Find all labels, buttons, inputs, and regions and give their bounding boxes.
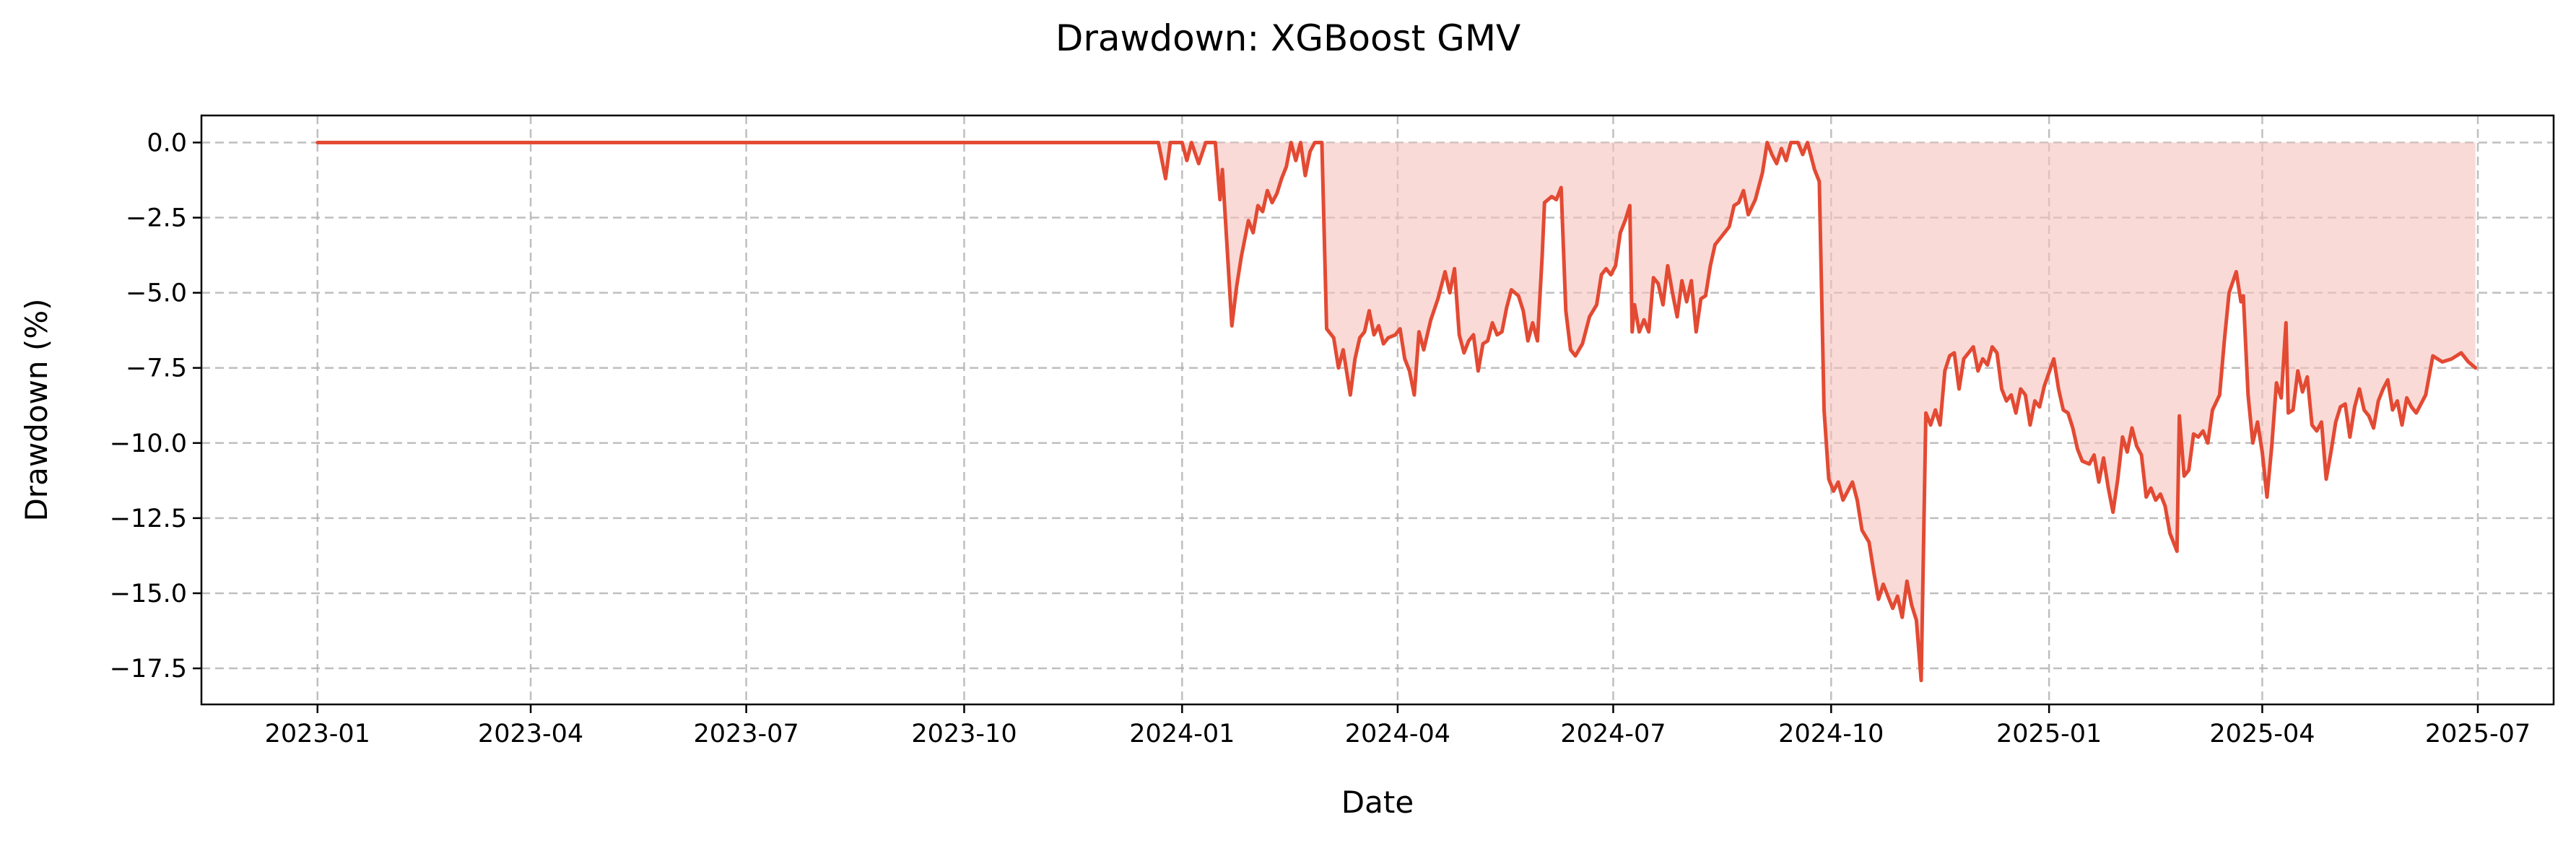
y-tick-label: −15.0 <box>110 580 187 608</box>
plot-frame <box>200 114 2555 706</box>
y-axis-label: Drawdown (%) <box>19 298 54 521</box>
x-tick-label: 2024-04 <box>1345 720 1450 748</box>
x-tick-label: 2025-01 <box>1996 720 2102 748</box>
y-tick-label: −7.5 <box>126 354 187 383</box>
x-tick-label: 2024-07 <box>1560 720 1666 748</box>
y-tick-label: 0.0 <box>147 128 187 157</box>
y-tick-label: −2.5 <box>126 204 187 233</box>
x-tick-label: 2023-10 <box>911 720 1017 748</box>
y-tick-label: −12.5 <box>110 505 187 533</box>
y-axis: 0.0 −2.5 −5.0 −7.5 −10.0 −12.5 −15.0 −17.5 <box>110 128 201 683</box>
x-tick-label: 2024-01 <box>1129 720 1235 748</box>
drawdown-line <box>316 141 2478 683</box>
y-tick-label: −10.0 <box>110 429 187 458</box>
x-tick-label: 2025-04 <box>2209 720 2315 748</box>
x-axis-label: Date <box>1341 785 1414 820</box>
chart-title: Drawdown: XGBoost GMV <box>1056 17 1520 59</box>
drawdown-series <box>316 141 2478 683</box>
x-tick-label: 2023-01 <box>265 720 370 748</box>
x-tick-label: 2024-10 <box>1778 720 1884 748</box>
x-tick-label: 2025-07 <box>2425 720 2531 748</box>
drawdown-area <box>317 142 2476 681</box>
x-tick-label: 2023-07 <box>693 720 799 748</box>
x-axis: 2023-01 2023-04 2023-07 2023-10 2024-01 2024-… <box>265 704 2531 748</box>
grid <box>201 115 2554 704</box>
y-tick-label: −5.0 <box>126 279 187 308</box>
y-tick-label: −17.5 <box>110 655 187 683</box>
x-tick-label: 2023-04 <box>478 720 583 748</box>
drawdown-fill <box>317 142 2476 681</box>
